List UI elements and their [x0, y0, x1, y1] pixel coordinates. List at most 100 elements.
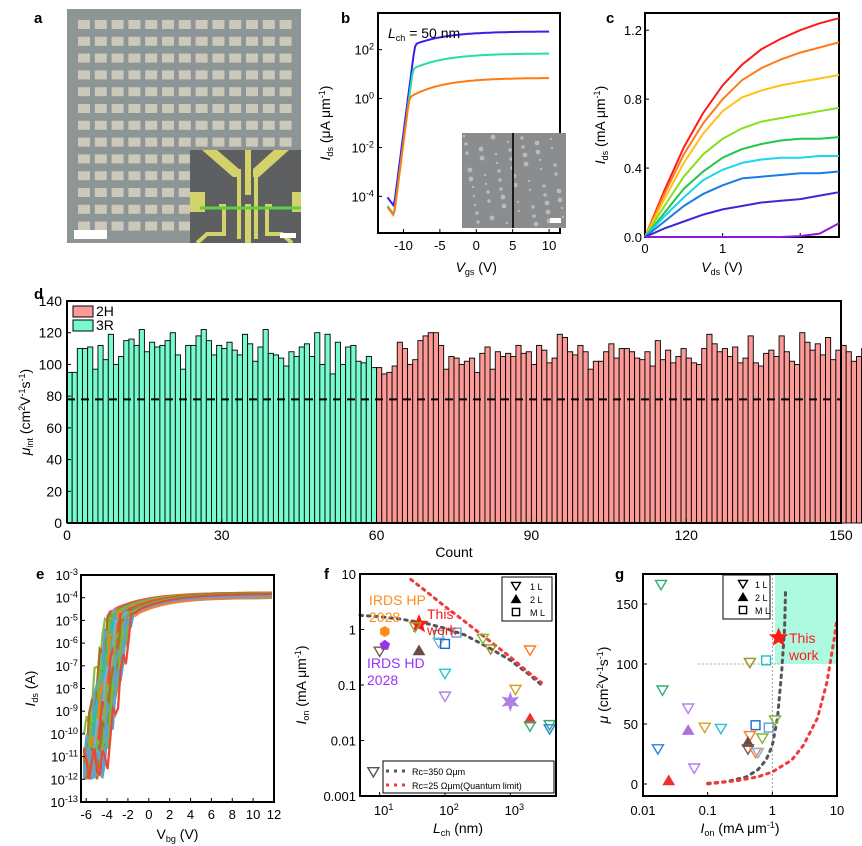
- y-tick-label: 10-9: [55, 703, 78, 719]
- bar-2H: [721, 348, 728, 524]
- device-cell: [145, 70, 158, 80]
- grain: [494, 152, 498, 156]
- bar-2H: [685, 357, 692, 524]
- grain: [522, 152, 528, 158]
- bar-3R: [87, 346, 94, 524]
- device-cell: [78, 104, 90, 113]
- fit-line-gray: [706, 590, 787, 785]
- bar-2H: [628, 351, 636, 524]
- y-tick-label: 10-12: [50, 771, 78, 787]
- data-point: [760, 655, 772, 666]
- output-curve-c6: [644, 155, 839, 238]
- output-curve-c7: [644, 170, 840, 238]
- y-tick-label: 100: [39, 356, 63, 372]
- device-cell: [162, 221, 174, 231]
- bar-2H: [520, 352, 527, 524]
- y-axis-label: Ids (A): [22, 671, 40, 707]
- bar-2H: [453, 357, 460, 524]
- plot-frame: [66, 300, 842, 524]
- bar-3R: [112, 363, 120, 524]
- y-tick-label: 10-4: [55, 590, 78, 606]
- x-axis-label: Count: [435, 544, 472, 560]
- bar-2H: [582, 351, 589, 524]
- bar-2H: [505, 352, 512, 524]
- grain: [531, 205, 535, 209]
- output-curve-c9: [645, 222, 840, 238]
- data-point: [372, 646, 387, 658]
- y-axis-label: Ids (μA μm-1): [317, 86, 335, 161]
- legend-box: [501, 576, 553, 622]
- device-cell: [128, 36, 141, 46]
- device-cell: [162, 171, 174, 181]
- data-point: [438, 691, 452, 703]
- bar-2H: [706, 333, 713, 524]
- device-cell: [145, 87, 158, 97]
- y-tick-label: 100: [616, 657, 638, 672]
- data-points: [366, 613, 557, 779]
- x-tick-label: 6: [208, 807, 215, 822]
- grain: [553, 163, 557, 167]
- device-cell: [262, 120, 275, 130]
- bar-3R: [97, 344, 104, 524]
- bar-3R: [102, 359, 109, 524]
- bar-3R: [355, 360, 362, 524]
- y-tick-label: 80: [46, 388, 62, 404]
- device-cell: [78, 154, 90, 164]
- bar-2H: [732, 346, 739, 524]
- x-tick-label: 120: [675, 527, 699, 543]
- bar-2H: [469, 357, 476, 524]
- chart-b-transfer-curves: -10 -5 0 5 10 10-4 10-2 100 102 Lch = 50 nm Vgs (V…: [317, 12, 566, 277]
- device-cell: [178, 120, 191, 130]
- grain: [539, 167, 543, 171]
- marker-legend: 1 L 2 L M L: [501, 576, 553, 622]
- legend-marker: [511, 607, 521, 617]
- y-axis-label: μint (cm2V-1s-1): [17, 369, 35, 456]
- device-cell: [78, 221, 90, 231]
- device-cell: [229, 70, 242, 80]
- legend-label: 2 L: [530, 595, 543, 605]
- y-tick-label: 50: [624, 717, 638, 732]
- grain: [550, 146, 554, 150]
- legend-marker: [737, 579, 749, 590]
- y-tick-label: 0.0: [624, 230, 642, 245]
- grain: [523, 161, 529, 167]
- device-cell: [145, 120, 158, 130]
- curves: [386, 30, 550, 218]
- device-cell: [178, 221, 191, 231]
- bar-2H: [809, 349, 816, 524]
- bar-2H: [742, 357, 749, 524]
- fit-legend-box: [382, 760, 555, 794]
- data-point: [508, 684, 523, 697]
- device-cell: [94, 20, 107, 29]
- grain: [473, 203, 477, 207]
- bar-3R: [190, 344, 197, 524]
- device-cell: [212, 70, 225, 80]
- device-cell: [212, 36, 225, 46]
- device-inset: [190, 150, 301, 243]
- x-axis-label: Vds (V): [701, 259, 742, 277]
- plot-frame: [644, 12, 840, 238]
- device-cell: [94, 221, 107, 231]
- data-point: [501, 691, 520, 712]
- bar-2H: [551, 357, 558, 524]
- bar-2H: [541, 349, 548, 524]
- device-cell: [262, 36, 275, 46]
- bar-2H: [819, 354, 826, 524]
- grain: [475, 211, 479, 215]
- bar-2H: [530, 363, 538, 524]
- bar-3R: [159, 344, 166, 524]
- device-cell: [262, 70, 275, 80]
- bar-2H: [830, 359, 837, 524]
- panel-label-e: e: [36, 566, 45, 583]
- device-cell: [145, 221, 158, 231]
- device-cell: [94, 154, 107, 164]
- bar-3R: [180, 368, 187, 524]
- y-axis-label: Ids (mA μm-1): [592, 86, 610, 165]
- inset-scale-bar: [550, 218, 561, 223]
- y-axis-label: Ion (mA μm-1): [293, 646, 311, 725]
- grain: [538, 158, 542, 162]
- data-points: [651, 579, 789, 786]
- data-point: [768, 715, 782, 727]
- device-cell: [145, 36, 158, 46]
